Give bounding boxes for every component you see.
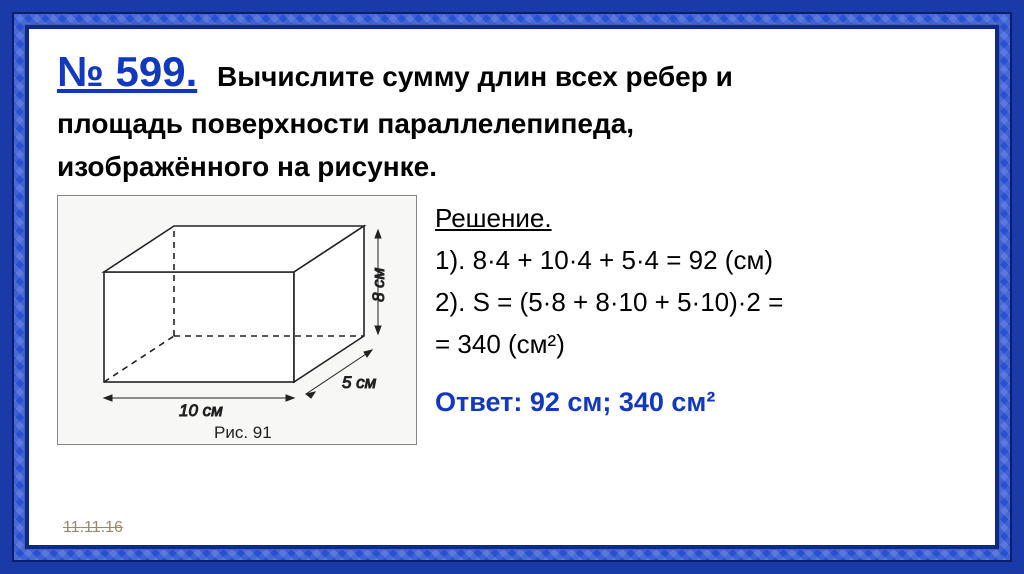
problem-text-1: Вычислите сумму длин всех ребер и <box>217 61 733 92</box>
solution-step-2a: 2). S = (5·8 + 8·10 + 5·10)·2 = <box>435 281 967 323</box>
figure-caption: Рис. 91 <box>214 423 272 442</box>
problem-title: № 599. Вычислите сумму длин всех ребер и… <box>57 43 967 189</box>
mid-frame: № 599. Вычислите сумму длин всех ребер и… <box>24 24 1000 550</box>
figure-column: 10 см 5 см 8 <box>57 195 417 445</box>
dim-length: 10 см <box>179 401 223 420</box>
solution-column: Решение. 1). 8·4 + 10·4 + 5·4 = 92 (см) … <box>435 195 967 445</box>
solution-heading: Решение. <box>435 203 552 233</box>
footer-date: 11.11.16 <box>63 519 123 537</box>
problem-text-3: изображённого на рисунке. <box>57 145 967 188</box>
parallelepiped-figure: 10 см 5 см 8 <box>64 202 410 442</box>
pattern-border: № 599. Вычислите сумму длин всех ребер и… <box>12 12 1012 562</box>
solution-step-2b: = 340 (см²) <box>435 323 967 365</box>
figure-box: 10 см 5 см 8 <box>57 195 417 445</box>
body-row: 10 см 5 см 8 <box>57 195 967 445</box>
solution-step-1: 1). 8·4 + 10·4 + 5·4 = 92 (см) <box>435 239 967 281</box>
problem-number: № 599. <box>57 48 197 95</box>
answer: Ответ: 92 см; 340 см² <box>435 381 967 425</box>
outer-frame: № 599. Вычислите сумму длин всех ребер и… <box>0 0 1024 574</box>
problem-text-2: площадь поверхности параллелепипеда, <box>57 102 967 145</box>
slide-content: № 599. Вычислите сумму длин всех ребер и… <box>29 29 995 545</box>
dim-width: 5 см <box>342 373 377 392</box>
dim-height: 8 см <box>369 267 388 302</box>
